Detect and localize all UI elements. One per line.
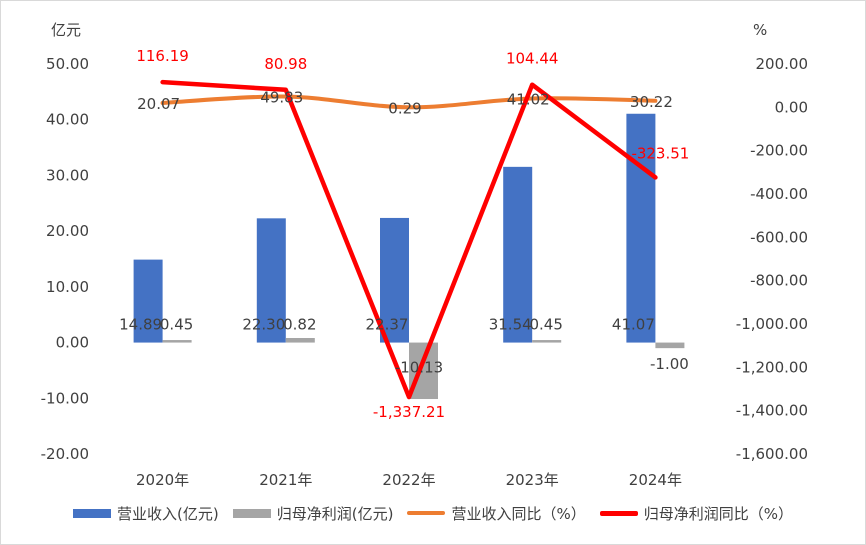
revenue-yoy-line [160, 94, 658, 110]
x-tick-label: 2021年 [259, 471, 312, 489]
net-profit-bar-label: 0.82 [283, 316, 316, 334]
legend-item-revenue-yoy: 营业收入同比（%） [407, 503, 586, 524]
right-tick-label: -400.00 [750, 185, 808, 203]
left-tick-label: -20.00 [41, 445, 89, 463]
revenue-bar-label: 22.30 [242, 316, 285, 334]
left-tick-label: 10.00 [46, 278, 89, 296]
legend-label-net-profit-yoy: 归母净利润同比（%） [643, 504, 793, 523]
right-tick-label: -1,600.00 [736, 445, 808, 463]
legend-swatch-net-profit [232, 508, 271, 518]
net-profit-yoy-line [160, 79, 658, 400]
left-axis: -20.00 -10.00 0.00 10.00 20.00 30.00 40.00 50.0… [41, 55, 89, 463]
revenue-bar [380, 217, 409, 343]
x-tick-label: 2022年 [382, 471, 435, 489]
net-profit-bar [532, 340, 562, 343]
right-tick-label: -1,400.00 [736, 402, 808, 420]
legend-item-revenue: 营业收入(亿元) [73, 503, 219, 524]
revenue-yoy-label: 30.22 [630, 93, 673, 111]
net-profit-yoy-label: 80.98 [264, 55, 307, 73]
net-profit-bar-label: -1.00 [650, 355, 689, 373]
right-tick-label: 200.00 [756, 55, 809, 73]
legend-label-net-profit: 归母净利润(亿元) [276, 504, 394, 523]
left-tick-label: -10.00 [41, 389, 89, 407]
right-tick-label: -800.00 [750, 272, 808, 290]
revenue-bar-label: 14.89 [119, 316, 162, 334]
revenue-bar [626, 113, 656, 343]
left-tick-label: 0.00 [56, 334, 89, 352]
right-tick-label: 0.00 [775, 98, 808, 116]
x-tick-label: 2023年 [506, 471, 559, 489]
left-tick-label: 40.00 [46, 111, 89, 129]
revenue-bar-label: 22.37 [366, 316, 409, 334]
left-tick-label: 30.00 [46, 166, 89, 184]
right-axis-unit: % [753, 21, 767, 39]
x-tick-label: 2024年 [629, 471, 682, 489]
legend-item-net-profit-yoy: 归母净利润同比（%） [599, 503, 793, 524]
left-tick-label: 50.00 [46, 55, 89, 73]
left-tick-label: 20.00 [46, 222, 89, 240]
legend-swatch-revenue [73, 508, 112, 518]
net-profit-yoy-label: -1,337.21 [373, 403, 445, 421]
legend: 营业收入(亿元) 归母净利润(亿元) 营业收入同比（%） 归母净利润同比（%） [1, 498, 865, 528]
revenue-yoy-label: 49.83 [260, 89, 303, 107]
left-axis-unit: 亿元 [51, 21, 81, 39]
x-axis: 2020年 2021年 2022年 2023年 2024年 [136, 471, 682, 489]
net-profit-bar-label: -10.13 [395, 359, 443, 377]
net-profit-bar [162, 340, 192, 343]
revenue-bar-label: 41.07 [612, 316, 655, 334]
right-tick-label: -600.00 [750, 228, 808, 246]
data-labels: 14.89 22.30 22.37 31.54 41.07 0.45 0.82 -10.13 0… [119, 47, 689, 421]
legend-label-revenue: 营业收入(亿元) [117, 504, 219, 523]
revenue-bar-label: 31.54 [489, 316, 532, 334]
revenue-yoy-label: 20.07 [137, 95, 180, 113]
x-tick-label: 2020年 [136, 471, 189, 489]
net-profit-yoy-label: 116.19 [136, 47, 189, 65]
revenue-bar [503, 166, 533, 343]
net-profit-yoy-label: -323.51 [631, 144, 689, 162]
line-series [160, 79, 658, 400]
revenue-bar [133, 259, 163, 343]
revenue-bar [256, 218, 286, 343]
net-profit-yoy-label: 104.44 [506, 50, 559, 68]
right-axis: -1,600.00 -1,400.00 -1,200.00 -1,000.00 -800… [736, 55, 808, 463]
legend-swatch-revenue-yoy [407, 511, 446, 515]
right-tick-label: -1,200.00 [736, 358, 808, 376]
legend-swatch-net-profit-yoy [599, 510, 638, 516]
legend-label-revenue-yoy: 营业收入同比（%） [451, 504, 586, 523]
net-profit-bar [655, 342, 685, 349]
net-profit-bar-label: 0.45 [160, 316, 193, 334]
chart-canvas: 亿元 % -20.00 -10.00 0.00 10.00 20.00 30.00 40.0… [41, 21, 808, 489]
net-profit-bar [285, 338, 315, 343]
bar-series [133, 113, 685, 400]
revenue-yoy-label: 0.29 [388, 99, 421, 117]
net-profit-bar-label: 0.45 [529, 316, 562, 334]
legend-item-net-profit: 归母净利润(亿元) [232, 503, 394, 524]
right-tick-label: -1,000.00 [736, 315, 808, 333]
right-tick-label: -200.00 [750, 142, 808, 160]
revenue-yoy-label: 41.02 [507, 90, 550, 108]
